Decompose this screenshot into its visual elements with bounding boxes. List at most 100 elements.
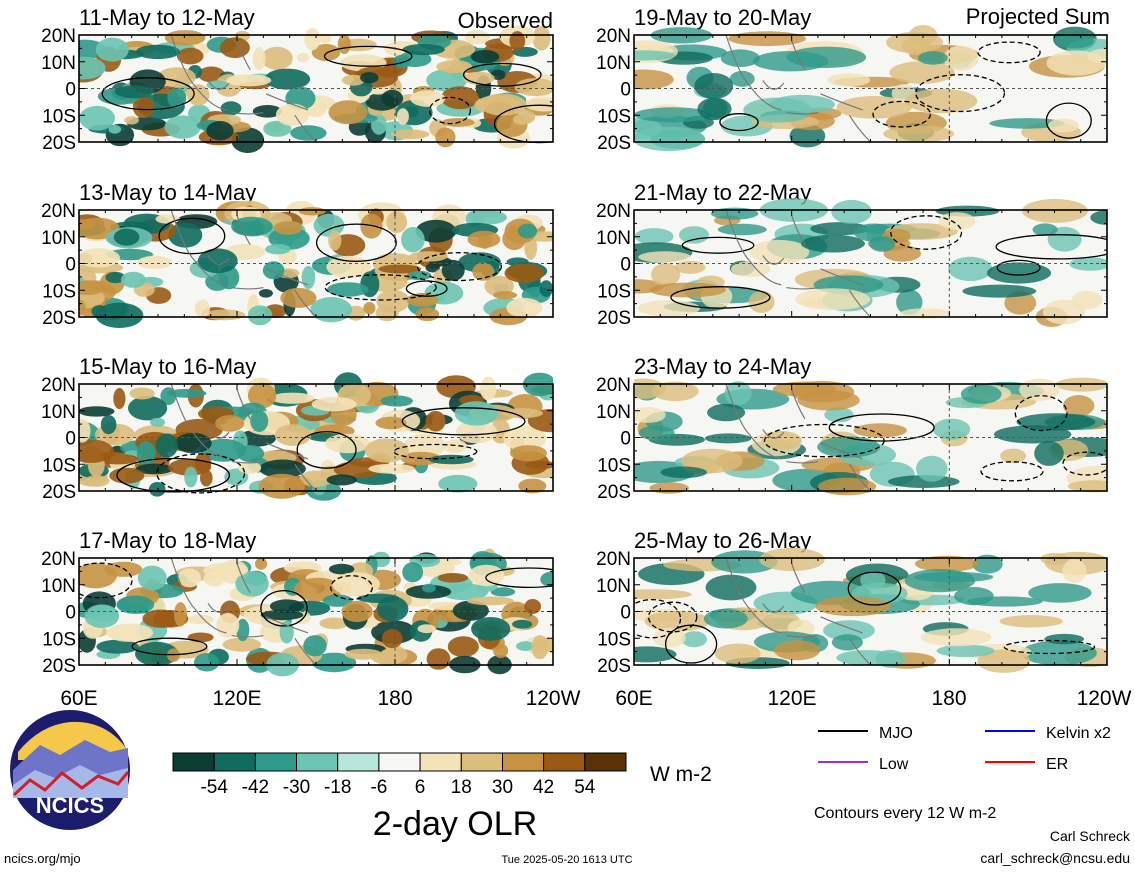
colorbar-tick-label: 6: [415, 777, 426, 798]
y-tick-label: 0: [620, 255, 631, 276]
y-tick-label: 20S: [42, 133, 76, 154]
y-tick-label: 10S: [42, 281, 76, 302]
projected-label: Projected Sum: [966, 4, 1110, 29]
axis-ticks: [78, 34, 554, 143]
mjo-contours: [763, 395, 1107, 482]
x-tick-label: 120E: [212, 687, 261, 710]
axis-ticks: [78, 383, 554, 492]
legend-er-label: ER: [1046, 756, 1068, 773]
olr-field: [79, 25, 553, 153]
y-tick-label: 20N: [41, 201, 76, 222]
y-tick-label: 0: [620, 80, 631, 101]
ncics-logo: NCICS: [10, 710, 130, 830]
colorbar-tick-label: 18: [451, 777, 472, 798]
mjo-contours: [719, 41, 1092, 139]
y-tick-label: 10N: [596, 576, 631, 597]
y-tick-label: 20N: [596, 201, 631, 222]
axis-ticks: [78, 209, 554, 318]
x-tick-label: 60E: [60, 687, 97, 710]
y-tick-label: 10N: [41, 402, 76, 423]
email-text: carl_schreck@ncsu.edu: [980, 850, 1130, 866]
colorbar-tick-label: -6: [370, 777, 387, 798]
y-tick-label: 0: [65, 429, 76, 450]
y-tick-label: 0: [620, 603, 631, 624]
coastlines: [725, 557, 871, 666]
x-tick-label: 180: [377, 687, 412, 710]
coastlines: [725, 383, 871, 492]
colorbar-swatch: [213, 752, 256, 772]
y-tick-label: 0: [65, 255, 76, 276]
colorbar-tick-label: 42: [533, 777, 554, 798]
y-tick-label: 20N: [596, 26, 631, 47]
y-tick-label: 20N: [41, 375, 76, 396]
legend: MJO Kelvin x2 Low ER Contours every 12 W…: [814, 725, 1111, 822]
mjo-contours: [158, 217, 502, 301]
axis-ticks: [633, 557, 1108, 666]
coastlines: [170, 557, 317, 666]
observed-label: Observed: [458, 8, 553, 33]
y-tick-label: 10N: [596, 53, 631, 74]
y-tick-label: 0: [65, 80, 76, 101]
colorbar-tick-label: -18: [324, 777, 351, 798]
colorbar: -54 -42 -30 -18 -6 6 18 30 42 54: [172, 752, 627, 798]
y-tick-label: 10S: [597, 281, 631, 302]
legend-mjo-label: MJO: [879, 725, 913, 742]
axis-ticks: [78, 557, 554, 666]
y-tick-label: 20N: [596, 375, 631, 396]
coastlines: [725, 209, 871, 318]
y-tick-label: 20S: [597, 308, 631, 329]
y-tick-label: 10S: [597, 629, 631, 650]
mjo-contours: [116, 407, 526, 494]
coastlines: [170, 209, 317, 318]
colorbar-units: W m-2: [650, 763, 712, 786]
colorbar-tick-label: 54: [574, 777, 596, 798]
panel-title: 13-May to 14-May: [79, 180, 256, 205]
y-tick-label: 10N: [41, 228, 76, 249]
colorbar-swatch: [543, 752, 586, 772]
colorbar-tick-label: 30: [492, 777, 513, 798]
colorbar-tick-label: -30: [283, 777, 310, 798]
colorbar-swatch: [296, 752, 339, 772]
y-tick-label: 0: [620, 429, 631, 450]
y-tick-label: 10S: [597, 106, 631, 127]
y-tick-label: 10S: [597, 455, 631, 476]
panel-title: 11-May to 12-May: [79, 5, 255, 30]
colorbar-title: 2-day OLR: [373, 805, 537, 843]
y-tick-label: 10N: [596, 402, 631, 423]
colorbar-swatch: [172, 752, 215, 772]
colorbar-swatch: [419, 752, 462, 772]
timestamp-text: Tue 2025-05-20 1613 UTC: [501, 854, 632, 866]
mjo-contours: [634, 571, 1096, 664]
olr-field: [634, 198, 1107, 327]
y-tick-label: 10S: [42, 106, 76, 127]
y-tick-label: 20S: [597, 482, 631, 503]
x-tick-label: 120E: [767, 687, 816, 710]
mjo-contours: [670, 215, 1107, 309]
logo-text: NCICS: [36, 793, 104, 818]
x-tick-label: 120W: [1077, 687, 1132, 710]
legend-low-label: Low: [879, 756, 909, 773]
y-tick-label: 10S: [42, 629, 76, 650]
y-tick-label: 20S: [597, 656, 631, 677]
colorbar-swatch: [378, 752, 421, 772]
y-tick-label: 20N: [41, 26, 76, 47]
x-tick-label: 180: [931, 687, 966, 710]
colorbar-swatch: [460, 752, 503, 772]
coastlines: [725, 34, 871, 143]
y-tick-label: 0: [65, 603, 76, 624]
y-tick-label: 20S: [42, 656, 76, 677]
author-text: Carl Schreck: [1050, 828, 1131, 844]
website-text: ncics.org/mjo: [4, 851, 81, 866]
colorbar-swatch: [502, 752, 545, 772]
y-tick-label: 20N: [41, 549, 76, 570]
y-tick-label: 20N: [596, 549, 631, 570]
colorbar-swatch: [584, 752, 627, 772]
axis-ticks: [633, 209, 1108, 318]
